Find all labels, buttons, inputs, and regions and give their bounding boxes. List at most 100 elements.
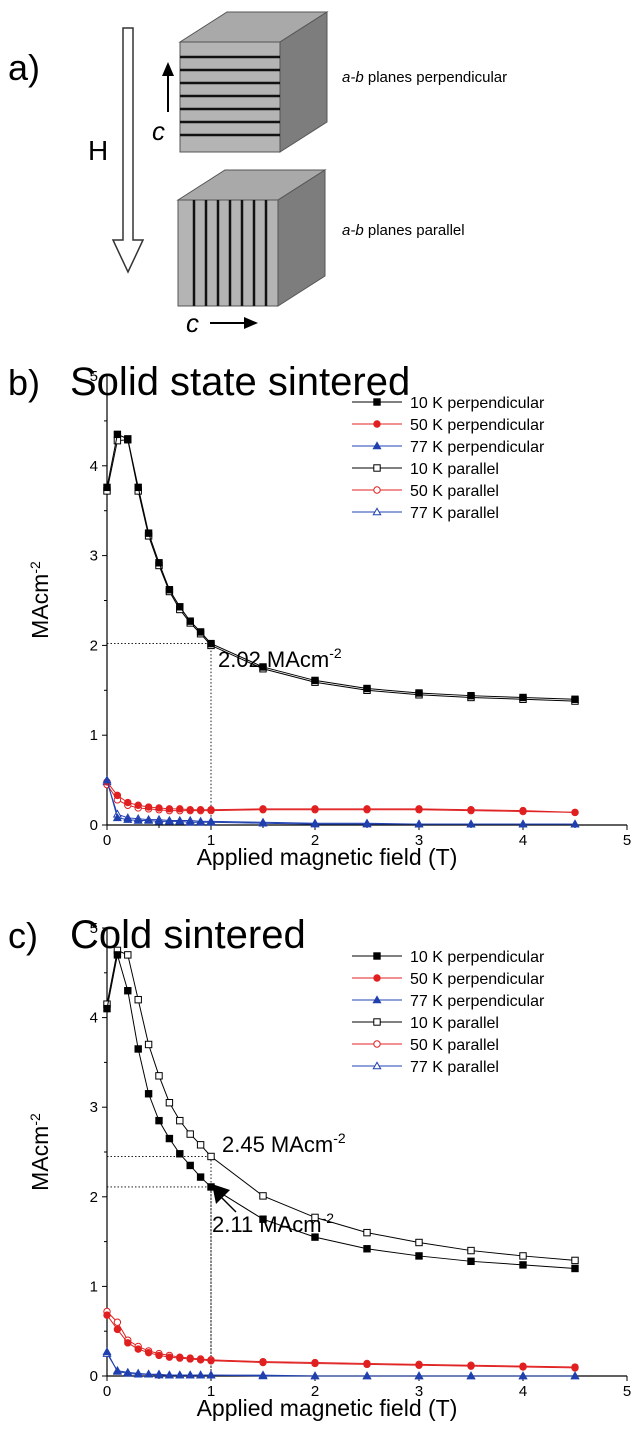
series-10-k-perpendicular	[103, 951, 579, 1273]
x-tick-label: 4	[519, 1383, 527, 1400]
annotation-label-sup: -2	[322, 1210, 335, 1226]
data-point	[103, 1311, 111, 1319]
cube-parallel	[176, 169, 327, 307]
data-point	[134, 1345, 142, 1353]
field-label: H	[88, 135, 108, 166]
panel-a: a) H c a-b planes perpendic	[8, 11, 507, 338]
annotation-label: 2.45 MAcm-2	[222, 1130, 346, 1157]
data-point	[165, 805, 174, 813]
data-point	[310, 819, 320, 828]
data-point	[206, 1370, 216, 1379]
data-point	[186, 1355, 194, 1363]
data-point	[154, 1370, 164, 1379]
data-point	[175, 1370, 185, 1379]
data-point	[415, 1238, 423, 1247]
data-point	[144, 815, 154, 824]
x-tick-label: 0	[103, 832, 111, 849]
data-point	[518, 1371, 528, 1380]
x-tick-label: 1	[207, 832, 215, 849]
data-point	[207, 1152, 215, 1161]
data-point	[176, 1150, 184, 1158]
data-point	[207, 639, 215, 648]
legend-item-50-k-perpendicular: 50 K perpendicular	[352, 417, 545, 434]
legend-label: 50 K perpendicular	[410, 417, 545, 434]
data-point	[186, 617, 194, 625]
x-tick-label: 3	[415, 832, 423, 849]
vertical-stripes	[192, 200, 268, 306]
legend-label: 50 K parallel	[410, 483, 499, 500]
legend-item-10-k-perpendicular: 10 K perpendicular	[352, 395, 545, 412]
legend-item-10-k-parallel: 10 K parallel	[352, 1015, 499, 1032]
y-tick-label: 4	[90, 458, 98, 475]
data-point	[113, 1318, 122, 1326]
data-point	[155, 804, 163, 812]
data-point	[113, 1325, 122, 1334]
legend-label: 10 K perpendicular	[410, 395, 545, 412]
data-point	[154, 816, 164, 825]
x-tick-label: 2	[311, 1383, 319, 1400]
data-point	[207, 1357, 215, 1365]
legend-label: 77 K perpendicular	[410, 439, 545, 456]
x-axis-label: Applied magnetic field (T)	[197, 1395, 458, 1421]
data-point	[103, 483, 111, 492]
data-point	[467, 806, 475, 814]
y-tick-label: 1	[90, 1278, 98, 1295]
data-point	[134, 801, 142, 809]
panel-a-letter: a)	[8, 47, 40, 88]
data-point	[175, 816, 185, 825]
data-point	[571, 1364, 579, 1372]
legend-label: 10 K parallel	[410, 461, 499, 478]
data-point	[467, 1257, 475, 1266]
legend-item-10-k-perpendicular: 10 K perpendicular	[352, 949, 545, 966]
data-point	[570, 1371, 580, 1380]
data-point	[124, 987, 132, 995]
data-point	[164, 1370, 174, 1379]
data-point	[124, 1339, 132, 1347]
series-77-k-parallel	[102, 777, 580, 828]
data-point	[133, 815, 143, 824]
y-tick-label: 0	[90, 1368, 98, 1385]
data-point	[123, 814, 133, 823]
legend-item-50-k-perpendicular: 50 K perpendicular	[352, 971, 545, 988]
y-tick-label: 1	[90, 727, 98, 744]
data-point	[207, 806, 215, 814]
data-point	[518, 819, 528, 828]
y-axis-label: MAcm-2	[27, 561, 53, 639]
y-tick-label: 4	[90, 1010, 98, 1027]
series-line	[106, 433, 576, 700]
data-point	[144, 1349, 153, 1357]
data-point	[571, 1264, 579, 1273]
chart-solid-state-sintered: b) Solid state sintered 0 1 2 3 4 5 0 1 2 3 4 5 Applie…	[8, 360, 631, 870]
data-point	[259, 805, 267, 813]
legend-marker	[373, 420, 381, 428]
y-axis-label-sup: -2	[27, 561, 43, 574]
legend-marker	[373, 398, 381, 406]
annotation-label-base: 2.02 MAcm	[218, 647, 329, 672]
y-tick-label: 5	[90, 920, 98, 937]
data-point	[363, 805, 371, 813]
data-point	[363, 684, 371, 693]
data-point	[467, 1362, 475, 1370]
data-point	[134, 995, 142, 1004]
data-point	[259, 1192, 267, 1200]
data-point	[311, 676, 319, 685]
data-point	[155, 1116, 163, 1125]
series-line	[106, 779, 575, 825]
series-10-k-perpendicular	[103, 430, 579, 703]
legend-marker	[373, 464, 381, 472]
data-point	[519, 693, 527, 702]
annotation-label-sup: -2	[329, 645, 342, 661]
series-10-k-parallel	[103, 436, 579, 705]
data-point	[519, 1261, 527, 1269]
data-point	[196, 817, 206, 826]
data-point	[571, 1256, 579, 1265]
data-point	[415, 689, 423, 697]
x-tick-label: 4	[519, 832, 527, 849]
legend-label: 77 K perpendicular	[410, 993, 545, 1010]
series-line	[106, 781, 575, 825]
data-point	[133, 1369, 143, 1378]
data-point	[519, 1363, 527, 1371]
data-point	[258, 1371, 268, 1380]
y-axis-label-base: MAcm	[27, 574, 53, 639]
y-axis-label: MAcm-2	[27, 1113, 53, 1191]
